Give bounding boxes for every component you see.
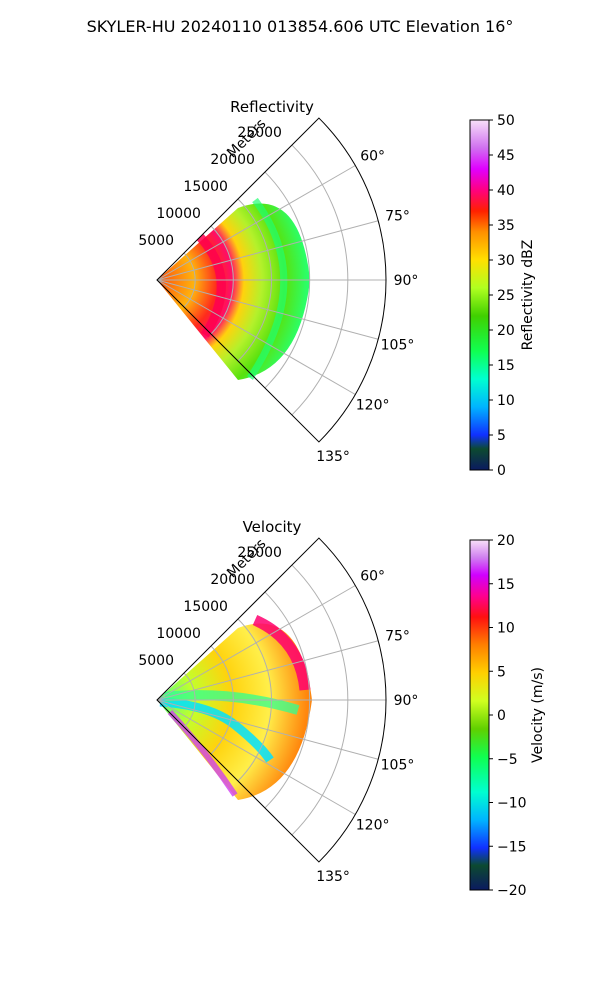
colorbar-tick-label: −15 (497, 839, 527, 855)
colorbar-tick-label: 25 (497, 288, 515, 304)
reflectivity-colorbar: 0 5 10 15 20 25 30 35 40 45 50 Reflectiv… (469, 113, 536, 479)
azimuth-spoke (156, 640, 379, 701)
velocity-inbound-band (159, 697, 274, 763)
colorbar-tick-label: 0 (497, 708, 506, 724)
velocity-colorbar-ticks: −20 −15 −10 −5 0 5 10 15 20 (489, 533, 527, 899)
colorbar-tick-label: 5 (497, 428, 506, 444)
radial-tick-label: 10000 (156, 626, 201, 642)
angle-tick-label: 135° (316, 869, 350, 885)
colorbar-tick-label: 10 (497, 393, 515, 409)
velocity-radial-ticks: 5000 10000 15000 20000 25000 (138, 545, 282, 669)
velocity-polar-grid (156, 564, 386, 836)
colorbar-tick-label: 0 (497, 463, 506, 479)
reflectivity-colorbar-ticks: 0 5 10 15 20 25 30 35 40 45 50 (489, 113, 515, 479)
velocity-colorbar: −20 −15 −10 −5 0 5 10 15 20 Velocity (m/… (469, 533, 546, 899)
figure-title: SKYLER-HU 20240110 013854.606 UTC Elevat… (87, 17, 514, 36)
azimuth-spoke (156, 165, 356, 281)
radial-tick-label: 5000 (138, 653, 174, 669)
radial-tick-label: 20000 (210, 152, 255, 168)
reflectivity-panel: Reflectivity 5000 10000 15000 20000 2500… (138, 98, 536, 479)
reflectivity-title: Reflectivity (230, 98, 314, 116)
angle-tick-label: 105° (381, 757, 415, 773)
velocity-center-band (164, 690, 300, 715)
velocity-data (157, 614, 312, 800)
colorbar-tick-label: 20 (497, 533, 515, 549)
reflectivity-radial-ticks: 5000 10000 15000 20000 25000 (138, 125, 282, 249)
reflectivity-angle-ticks: 60° 75° 90° 105° 120° 135° (316, 149, 418, 466)
angle-tick-label: 135° (316, 449, 350, 465)
angle-tick-label: 75° (385, 629, 410, 645)
colorbar-tick-label: 40 (497, 183, 515, 199)
reflectivity-polar-grid (156, 144, 386, 416)
velocity-colorbar-label: Velocity (m/s) (530, 667, 546, 763)
velocity-panel: Velocity 5000 10000 15000 20000 25000 Me… (138, 518, 546, 899)
angle-tick-label: 60° (360, 569, 385, 585)
colorbar-tick-label: 30 (497, 253, 515, 269)
angle-tick-label: 105° (381, 337, 415, 353)
colorbar-tick-label: 20 (497, 323, 515, 339)
reflectivity-echo-area (157, 203, 310, 380)
velocity-echo-area (157, 623, 312, 800)
angle-tick-label: 120° (356, 818, 390, 834)
colorbar-tick-label: 50 (497, 113, 515, 129)
azimuth-spoke (156, 699, 356, 815)
radial-tick-label: 25000 (237, 545, 282, 561)
colorbar-tick-label: 5 (497, 664, 506, 680)
radial-tick-label: 10000 (156, 206, 201, 222)
radial-tick-label: 20000 (210, 572, 255, 588)
azimuth-spoke (156, 279, 356, 395)
colorbar-tick-label: 15 (497, 577, 515, 593)
colorbar-tick-label: −5 (497, 752, 518, 768)
radial-tick-label: 5000 (138, 233, 174, 249)
azimuth-spoke (156, 220, 379, 281)
colorbar-tick-label: 10 (497, 621, 515, 637)
angle-tick-label: 90° (394, 273, 419, 289)
angle-tick-label: 75° (385, 209, 410, 225)
angle-tick-label: 90° (394, 693, 419, 709)
colorbar-tick-label: 35 (497, 218, 515, 234)
reflectivity-polar-frame (156, 117, 387, 443)
colorbar-tick-label: −20 (497, 883, 527, 899)
radial-tick-label: 25000 (237, 125, 282, 141)
velocity-colorbar-bar (469, 539, 490, 891)
reflectivity-edge-band (247, 197, 288, 380)
radial-tick-label: 15000 (183, 179, 228, 195)
azimuth-spoke (156, 279, 379, 340)
colorbar-tick-label: −10 (497, 796, 527, 812)
angle-tick-label: 60° (360, 149, 385, 165)
radial-tick-label: 15000 (183, 599, 228, 615)
colorbar-tick-label: 45 (497, 148, 515, 164)
sector-outline (156, 117, 387, 443)
azimuth-spoke (156, 699, 379, 760)
reflectivity-data (157, 197, 310, 380)
reflectivity-colorbar-label: Reflectivity dBZ (520, 240, 536, 351)
velocity-outbound-band (252, 614, 311, 691)
reflectivity-colorbar-bar (469, 119, 490, 471)
velocity-title: Velocity (243, 518, 302, 536)
sector-outline (156, 537, 387, 863)
velocity-polar-frame (156, 537, 387, 863)
angle-tick-label: 120° (356, 398, 390, 414)
velocity-angle-ticks: 60° 75° 90° 105° 120° 135° (316, 569, 418, 886)
reflectivity-high-band (196, 233, 226, 338)
colorbar-tick-label: 15 (497, 358, 515, 374)
azimuth-spoke (156, 585, 356, 701)
